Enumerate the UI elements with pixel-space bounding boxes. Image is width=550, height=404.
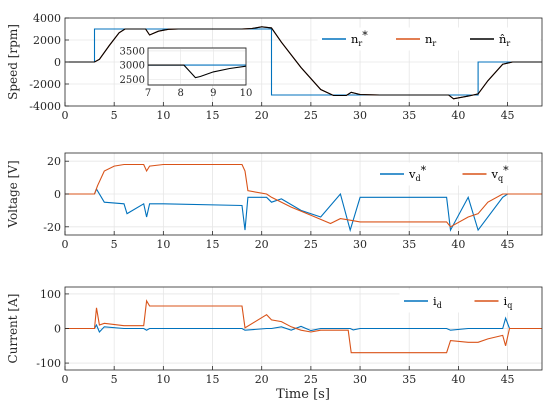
x-tick-label: 0: [62, 109, 69, 122]
x-tick-label: 15: [206, 109, 220, 122]
x-tick-label: 10: [156, 109, 170, 122]
legend-entry: iq: [504, 294, 513, 310]
x-tick-label: 10: [156, 373, 170, 386]
inset-zoom: 7 8 9 10 2500 3000 3500: [120, 46, 253, 99]
inset-x-tick-label: 8: [177, 88, 183, 99]
x-tick-label: 0: [62, 238, 69, 251]
x-tick-label: 40: [451, 109, 465, 122]
y-axis-label: Current [A]: [6, 294, 20, 364]
series-line-iq: [65, 299, 542, 354]
y-axis-label: Speed [rpm]: [6, 24, 20, 100]
x-tick-label: 10: [156, 238, 170, 251]
inset-border: [147, 47, 247, 86]
legend-box: [375, 162, 542, 186]
x-tick-label: 30: [353, 373, 367, 386]
x-tick-label: 30: [353, 238, 367, 251]
inset-x-tick-label: 7: [145, 88, 151, 99]
x-tick-label: 5: [111, 109, 118, 122]
legend-box: [317, 27, 541, 51]
y-tick-label: -4000: [29, 100, 61, 113]
y-tick-label: -20: [43, 221, 61, 234]
x-tick-label: 35: [402, 238, 416, 251]
legend-entry: nr*: [351, 29, 368, 48]
x-tick-label: 25: [304, 109, 318, 122]
inset-series-n̂r: [148, 64, 247, 79]
legend-entry: n̂r: [499, 32, 510, 48]
y-tick-label: -2000: [29, 78, 61, 91]
x-tick-label: 20: [255, 109, 269, 122]
x-tick-label: 15: [206, 238, 220, 251]
x-tick-label: 25: [304, 238, 318, 251]
panel-1: 0 5 10 15 20 25 30 35 40 45 -4000 -2000 0 2000 4000 Spe…: [6, 12, 543, 122]
legend-entry: vd*: [408, 164, 427, 183]
inset-x-tick-label: 9: [210, 88, 216, 99]
y-tick-label: 0: [54, 188, 61, 201]
y-tick-label: 2000: [33, 34, 61, 47]
inset-x-tick-label: 10: [240, 88, 253, 99]
legend: id iq: [399, 289, 542, 313]
y-tick-label: 0: [54, 323, 61, 336]
x-tick-label: 25: [304, 373, 318, 386]
inset-y-tick-label: 2500: [120, 75, 145, 86]
x-tick-label: 40: [451, 238, 465, 251]
series-line-n̂r: [65, 26, 542, 100]
x-tick-label: 35: [402, 109, 416, 122]
x-tick-label: 45: [501, 238, 515, 251]
y-tick-label: 20: [47, 155, 61, 168]
x-tick-label: 30: [353, 109, 367, 122]
series-line-vq*: [65, 163, 542, 228]
x-axis-label: Time [s]: [276, 387, 330, 402]
x-tick-label: 40: [451, 373, 465, 386]
x-tick-label: 0: [62, 373, 69, 386]
series-line-id: [65, 316, 542, 333]
legend-box: [399, 289, 542, 313]
x-tick-label: 35: [402, 373, 416, 386]
legend: nr* nr n̂r: [317, 27, 541, 51]
series-line-nr*: [65, 28, 542, 96]
legend-entry: id: [433, 294, 442, 310]
x-tick-label: 20: [255, 373, 269, 386]
x-tick-label: 45: [501, 109, 515, 122]
x-tick-label: 15: [206, 373, 220, 386]
y-axis-label: Voltage [V]: [6, 160, 20, 228]
y-tick-label: 100: [40, 288, 61, 301]
legend-entry: vq*: [491, 164, 510, 183]
y-tick-label: -100: [36, 357, 61, 370]
y-tick-label: 0: [54, 56, 61, 69]
inset-y-tick-label: 3500: [120, 46, 145, 57]
series-line-vd*: [65, 187, 542, 233]
x-tick-label: 45: [501, 373, 515, 386]
legend-entry: nr: [425, 32, 436, 48]
x-tick-label: 20: [255, 238, 269, 251]
y-tick-label: 4000: [33, 12, 61, 25]
inset-y-tick-label: 3000: [120, 61, 145, 72]
x-tick-label: 5: [111, 238, 118, 251]
legend: vd* vq*: [375, 162, 542, 186]
x-tick-label: 5: [111, 373, 118, 386]
